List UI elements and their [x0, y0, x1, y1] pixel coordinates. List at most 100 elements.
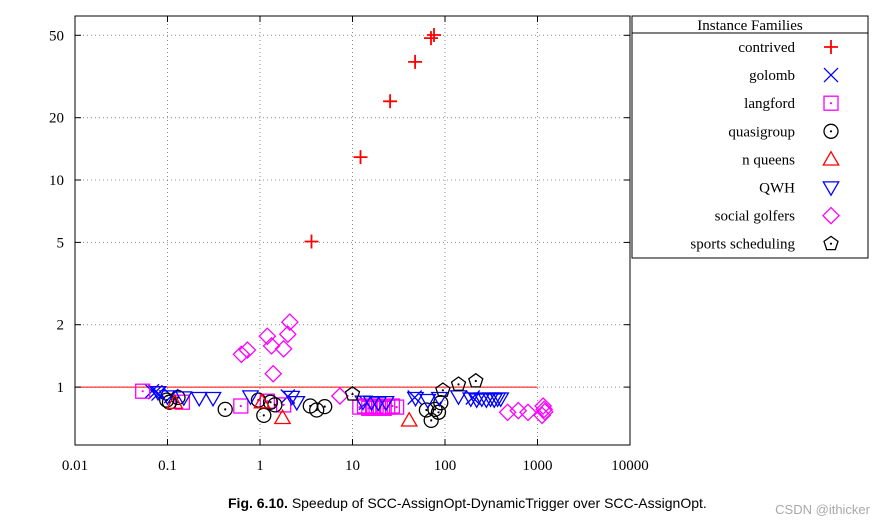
- y-tick-label: 20: [49, 111, 64, 127]
- legend-marker-qwh: [822, 181, 840, 197]
- legend-label: social golfers: [715, 209, 796, 225]
- legend-item-contrived: contrived: [738, 40, 838, 56]
- point-social-golfers: [533, 406, 552, 425]
- y-tick-label: 50: [49, 28, 64, 44]
- legend-marker-quasigroup: [823, 123, 839, 139]
- x-axis-tick-labels: 0.01 0.1 1 10 100 1000 10000: [62, 458, 649, 474]
- point-social-golfers: [278, 325, 297, 344]
- point-social-golfers: [258, 327, 277, 346]
- legend-marker-contrived: [824, 40, 838, 54]
- x-tick-label: 1000: [523, 458, 553, 474]
- point-social-golfers: [535, 402, 554, 421]
- point-sports-scheduling: [468, 372, 484, 388]
- legend-marker-langford: [823, 95, 839, 111]
- x-tick-label: 0.01: [62, 458, 88, 474]
- point-contrived: [383, 94, 398, 109]
- legend-marker-golomb: [823, 67, 839, 83]
- point-langford: [388, 399, 405, 415]
- gridlines: [75, 16, 630, 445]
- point-qwh: [467, 393, 486, 409]
- caption-text: Speedup of SCC-AssignOpt-DynamicTrigger …: [291, 495, 707, 511]
- figure-caption: Fig. 6.10. Speedup of SCC-AssignOpt-Dyna…: [228, 494, 707, 512]
- point-qwh: [418, 393, 437, 410]
- y-axis-tick-labels: 1 2 5 10 20 50: [49, 28, 64, 396]
- point-quasigroup: [262, 394, 279, 410]
- caption-label: Fig. 6.10.: [228, 495, 288, 511]
- point-n-queens: [400, 411, 419, 427]
- x-tick-label: 10000: [611, 458, 649, 474]
- series-n-queens: [165, 393, 419, 427]
- axis-tick-marks: [74, 16, 631, 445]
- point-quasigroup: [309, 402, 325, 418]
- legend-item-n-queens: n queens: [742, 150, 840, 168]
- point-social-golfers: [534, 397, 553, 416]
- point-social-golfers: [264, 364, 283, 383]
- series-social-golfers: [232, 313, 554, 425]
- point-n-queens: [273, 408, 292, 425]
- legend-label: sports scheduling: [690, 237, 795, 253]
- legend-box: [631, 15, 869, 259]
- legend-label: n queens: [742, 152, 795, 168]
- point-qwh: [491, 392, 510, 408]
- point-quasigroup: [418, 402, 435, 418]
- point-contrived: [304, 234, 319, 249]
- series-sports-scheduling: [344, 372, 484, 401]
- legend-title: Instance Families: [697, 18, 803, 34]
- point-langford: [233, 398, 249, 414]
- y-tick-label: 1: [57, 380, 65, 396]
- legend-label: QWH: [759, 181, 795, 197]
- legend-marker-social-golfers: [822, 206, 841, 225]
- legend-item-qwh: QWH: [759, 181, 840, 197]
- point-qwh: [430, 391, 449, 408]
- point-qwh: [204, 391, 222, 408]
- legend-label: langford: [744, 96, 795, 112]
- point-quasigroup: [217, 401, 233, 418]
- point-contrived: [353, 150, 368, 165]
- series-qwh: [149, 385, 510, 412]
- scatter-chart: 0.01 0.1 1 10 100 1000 10000 1 2 5 10 20 50 Instanc…: [49, 15, 869, 474]
- point-langford: [352, 399, 368, 415]
- point-n-queens: [165, 393, 184, 409]
- legend-item-social-golfers: social golfers: [715, 206, 841, 225]
- legend-label: golomb: [749, 68, 795, 84]
- point-contrived: [427, 28, 441, 42]
- point-qwh: [472, 392, 491, 408]
- point-social-golfers: [238, 341, 257, 360]
- y-tick-label: 2: [57, 318, 65, 334]
- point-social-golfers: [232, 345, 251, 364]
- point-social-golfers: [274, 339, 293, 358]
- point-n-queens: [253, 393, 271, 409]
- point-qwh: [241, 390, 260, 406]
- point-social-golfers: [519, 403, 538, 422]
- point-qwh: [461, 392, 480, 408]
- legend-item-golomb: golomb: [749, 67, 839, 84]
- legend-item-quasigroup: quasigroup: [728, 123, 839, 140]
- point-qwh: [377, 395, 395, 412]
- y-tick-label: 5: [57, 235, 65, 251]
- x-tick-label: 0.1: [158, 458, 177, 474]
- series-contrived: [304, 28, 441, 249]
- x-tick-label: 1: [256, 458, 264, 474]
- point-social-golfers: [498, 403, 517, 422]
- point-qwh: [287, 395, 306, 412]
- point-quasigroup: [256, 407, 272, 424]
- legend-label: quasigroup: [728, 124, 795, 140]
- point-social-golfers: [535, 400, 554, 419]
- point-qwh: [190, 391, 209, 408]
- point-sports-scheduling: [344, 386, 361, 401]
- legend-items: contrived golomb langford quasigroup n queen…: [690, 40, 841, 253]
- legend-item-sports-scheduling: sports scheduling: [690, 235, 839, 253]
- point-sports-scheduling: [435, 382, 451, 397]
- legend: Instance Families contrived golomb langfor…: [631, 15, 869, 259]
- point-social-golfers: [280, 313, 299, 332]
- point-qwh: [158, 390, 177, 406]
- point-sports-scheduling: [450, 376, 467, 391]
- point-qwh: [174, 391, 193, 407]
- data-points: [135, 28, 554, 429]
- point-contrived: [424, 31, 438, 46]
- watermark: CSDN @ithicker: [775, 502, 870, 517]
- point-social-golfers: [330, 387, 349, 406]
- point-qwh: [406, 391, 425, 408]
- y-tick-label: 10: [49, 173, 64, 189]
